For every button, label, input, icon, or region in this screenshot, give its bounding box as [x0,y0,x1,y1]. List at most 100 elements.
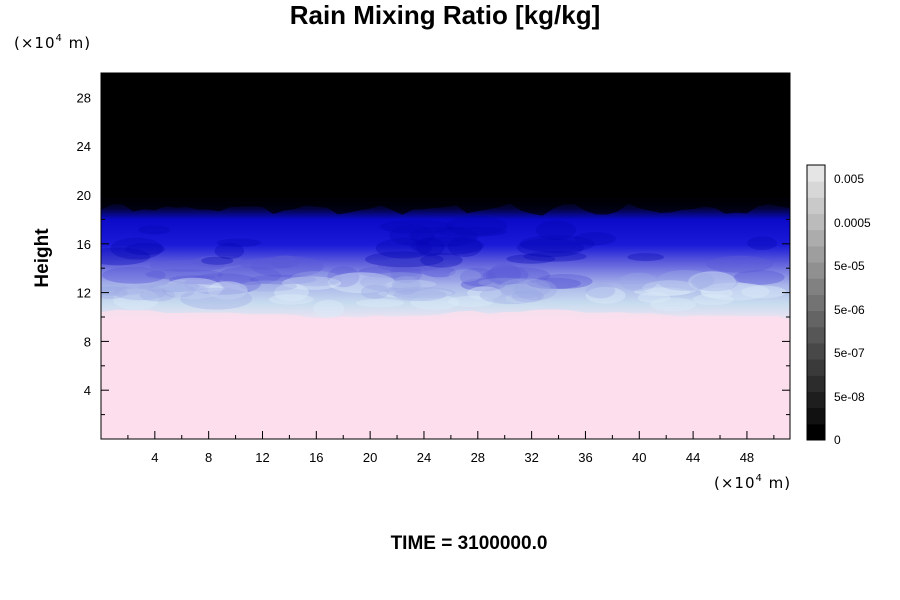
field-blob [138,225,171,235]
field-blob [585,283,616,299]
field-blob [691,273,738,292]
field-blob [101,286,128,299]
field-blob [688,271,736,293]
field-blob [149,281,200,293]
x-tick-label: 24 [417,450,431,465]
field-blob [113,284,168,301]
field-texture [101,199,790,322]
field-blob [511,290,545,303]
field-blob [446,216,508,236]
field-blob [214,242,245,260]
field-blob [201,256,234,265]
y-tick-label: 4 [84,383,91,398]
field-blob [485,265,529,285]
field-blob [152,284,225,293]
field-blob [207,281,248,300]
colorbar-label: 5e-07 [834,346,865,360]
colorbar-label: 0.0005 [834,216,871,230]
field-blob [102,266,166,284]
y-tick-label: 16 [77,237,91,252]
heatmap-field [101,73,790,439]
colorbar: 0.005 0.0005 5e-05 5e-06 5e-07 5e-08 0 [806,164,871,447]
field-blob [145,269,224,280]
colorbar-swatch [807,213,825,231]
field-blob [164,277,223,300]
field-blob [192,255,244,267]
field-blob [421,265,456,278]
field-blob [488,263,521,286]
colorbar-swatch [807,423,825,441]
field-blob [482,266,551,285]
field-blob [619,272,658,291]
x-tick-label: 8 [205,450,212,465]
field-blob [355,298,405,308]
field-blob [519,235,595,253]
field-blob [706,255,774,273]
colorbar-swatch [807,197,825,215]
x-tick-label: 12 [255,450,269,465]
field-blob [535,220,576,241]
y-axis-label: Height [32,228,53,288]
field-blob [360,284,389,299]
field-blob [535,274,593,289]
field-blob [365,251,444,268]
field-blob [125,243,166,256]
field-blob [479,286,544,305]
x-tick-label: 40 [632,450,646,465]
field-blob [387,286,456,299]
colorbar-swatch [807,310,825,328]
field-blob [393,288,447,302]
field-blob [740,285,787,299]
field-blob [656,269,715,291]
colorbar-label: 0 [834,433,841,447]
field-blob [375,237,432,259]
field-blob [523,251,587,262]
x-axis-ticks: 4 8 12 16 20 24 28 32 36 40 44 48 [127,73,775,465]
field-blob [747,236,778,250]
colorbar-swatch [807,342,825,360]
colorbar-label: 5e-06 [834,303,865,317]
colorbar-swatch [807,375,825,392]
field-blob [513,279,558,301]
y-axis-ticks: 4 8 12 16 20 24 28 [77,90,790,416]
x-tick-label: 4 [151,450,158,465]
field-blob [249,274,317,285]
field-blob [447,236,483,257]
field-blob [180,287,253,310]
colorbar-swatch [807,278,825,295]
field-blob [410,236,484,255]
colorbar-swatch [807,359,825,376]
field-blob [700,282,770,301]
y-axis-unit: (×104 m) [14,33,91,52]
field-blob [239,280,298,292]
field-blob [281,276,342,290]
field-blob [377,257,430,272]
field-blob [110,237,163,260]
colorbar-swatch [807,181,825,198]
field-blob [700,287,734,299]
field-blob [516,238,584,258]
field-blob [435,226,507,237]
field-blob [467,286,502,300]
colorbar-swatch [807,245,825,263]
field-blob [386,256,445,272]
x-tick-label: 32 [524,450,538,465]
time-label: TIME = 3100000.0 [391,533,548,554]
chart-title: Rain Mixing Ratio [kg/kg] [290,0,601,30]
x-unit-suffix: m) [763,474,791,492]
field-blob [642,280,698,296]
field-blob [101,247,151,266]
field-blob [391,275,421,295]
field-blob [149,260,225,272]
field-blob [327,272,395,294]
field-blob [113,288,160,311]
field-blob [161,283,196,298]
field-blob [650,297,696,312]
field-blob [273,283,309,302]
y-unit-prefix: (×10 [14,34,56,52]
field-gradient [101,73,790,439]
y-unit-suffix: m) [63,34,91,52]
field-blob [389,224,435,246]
field-blob [327,266,360,288]
